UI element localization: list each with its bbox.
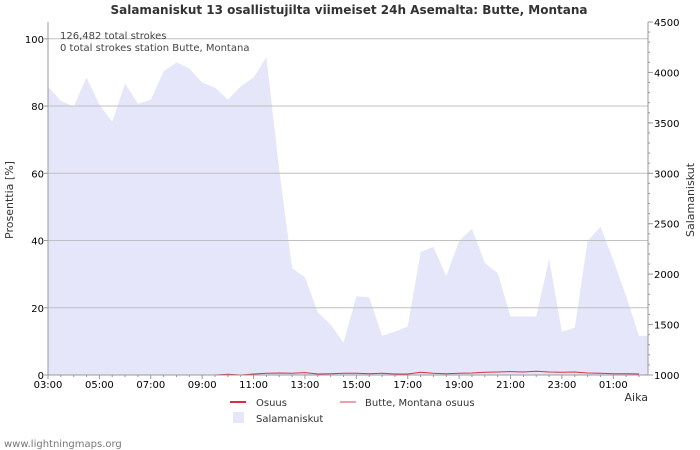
x-tick-label: 13:00 [291, 380, 320, 391]
legend-osuus-label: Osuus [256, 398, 287, 409]
x-tick-label: 17:00 [393, 380, 422, 391]
right-tick-label: 3500 [654, 119, 679, 130]
chart-title: Salamaniskut 13 osallistujilta viimeiset… [110, 3, 587, 17]
left-tick-label: 0 [38, 371, 44, 382]
strokes-area [48, 57, 648, 376]
left-tick-label: 40 [31, 237, 44, 248]
x-tick-label: 15:00 [342, 380, 371, 391]
x-tick-label: 09:00 [188, 380, 217, 391]
right-axis-minor-ticks [648, 21, 650, 376]
footer-credit: www.lightningmaps.org [4, 439, 122, 450]
info-station-strokes: 0 total strokes station Butte, Montana [60, 43, 249, 54]
x-axis-label: Aika [625, 391, 649, 404]
x-tick-label: 05:00 [85, 380, 114, 391]
right-tick-label: 3000 [654, 169, 679, 180]
right-tick-label: 2000 [654, 270, 679, 281]
left-axis-ticks: 0 20 40 60 80 100 [25, 35, 48, 382]
x-tick-label: 21:00 [496, 380, 525, 391]
legend-strokes-label: Salamaniskut [256, 414, 323, 425]
right-tick-label: 1500 [654, 321, 679, 332]
plot-area [47, 22, 649, 376]
right-axis-ticks: 1000 1500 2000 2500 3000 3500 4000 4500 [648, 18, 679, 382]
x-tick-label: 11:00 [239, 380, 268, 391]
right-tick-label: 4000 [654, 68, 679, 79]
gridlines [48, 38, 648, 309]
legend-butte-label: Butte, Montana osuus [365, 398, 475, 409]
x-tick-label: 19:00 [445, 380, 474, 391]
x-axis-ticks: 03:00 05:00 07:00 09:00 11:00 13:00 15:00 17:00… [34, 375, 640, 391]
x-tick-label: 23:00 [548, 380, 577, 391]
right-tick-label: 4500 [654, 18, 679, 29]
right-tick-label: 2500 [654, 220, 679, 231]
left-tick-label: 60 [31, 169, 44, 180]
y-axis-right-label: Salamaniskut [684, 162, 697, 237]
right-tick-label: 1000 [654, 371, 679, 382]
y-axis-left-label: Prosenttia [%] [3, 161, 16, 239]
left-tick-label: 20 [31, 304, 44, 315]
x-tick-label: 07:00 [136, 380, 165, 391]
left-tick-label: 100 [25, 35, 44, 46]
legend-strokes-swatch [233, 412, 244, 423]
x-tick-label: 03:00 [34, 380, 63, 391]
info-total-strokes: 126,482 total strokes [60, 31, 167, 42]
left-tick-label: 80 [31, 102, 44, 113]
x-tick-label: 01:00 [599, 380, 628, 391]
legend: Osuus Butte, Montana osuus Salamaniskut [230, 398, 475, 425]
